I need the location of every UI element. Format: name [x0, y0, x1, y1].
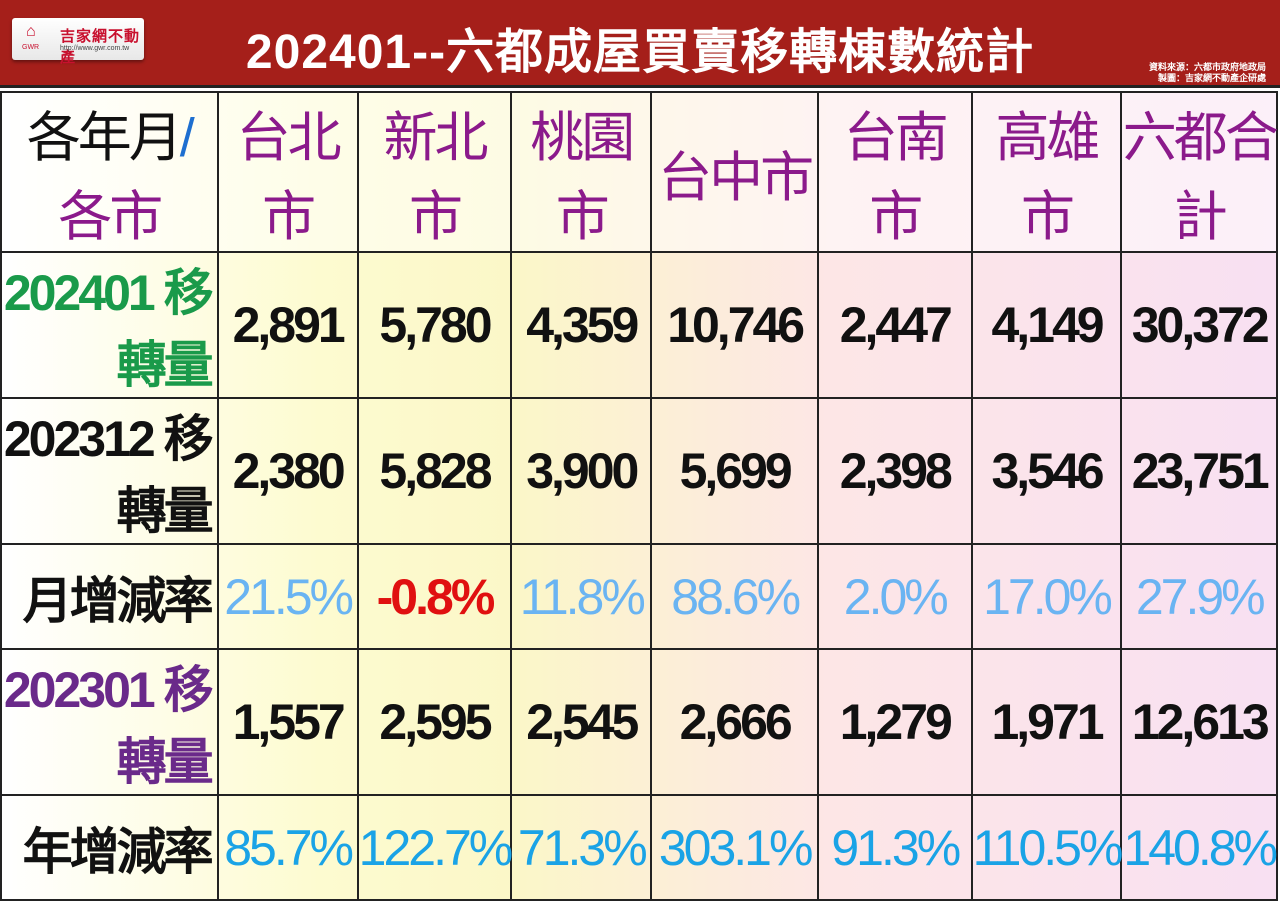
table-row: 年增減率 85.7% 122.7% 71.3% 303.1% 91.3% 110.5% 140…	[0, 794, 1278, 901]
table-row: 202312 移轉量 2,380 5,828 3,900 5,699 2,398 3,546…	[0, 397, 1278, 545]
table-cell: 2,666	[650, 648, 819, 796]
source-text: 資料來源：六都市政府地政局	[1148, 62, 1266, 72]
row-label: 年增減率	[0, 794, 219, 901]
logo-name: 吉家網不動產	[60, 28, 141, 66]
table-cell: 23,751	[1120, 397, 1278, 545]
table-cell: 140.8%	[1120, 794, 1278, 901]
made-by-text: 製圖：吉家網不動產企研處	[1157, 73, 1266, 83]
table-cell: 1,557	[216, 648, 359, 796]
table-cell: 5,780	[356, 251, 513, 399]
table-cell: -0.8%	[356, 543, 513, 650]
table-cell: 110.5%	[970, 794, 1123, 901]
table-cell: 71.3%	[510, 794, 653, 901]
table-cell: 2,380	[216, 397, 359, 545]
column-header: 高雄市	[970, 91, 1123, 253]
corner-right: 各市	[58, 187, 163, 247]
table-cell: 11.8%	[510, 543, 653, 650]
table-cell: 2,447	[816, 251, 973, 399]
table-cell: 303.1%	[650, 794, 819, 901]
corner-sep: /	[179, 108, 195, 168]
table-cell: 3,546	[970, 397, 1123, 545]
table-cell: 10,746	[650, 251, 819, 399]
table-cell: 4,359	[510, 251, 653, 399]
table-cell: 3,900	[510, 397, 653, 545]
column-header: 台中市	[650, 91, 819, 253]
table-cell: 21.5%	[216, 543, 359, 650]
page-title: 202401--六都成屋買賣移轉棟數統計	[245, 26, 1035, 79]
gwr-logo: ⌂ GWR 吉家網不動產 http://www.gwr.com.tw	[12, 18, 144, 66]
table-cell: 2.0%	[816, 543, 973, 650]
stats-table: 各年月/ 各市 台北市 新北市 桃園市 台中市 台南市 高雄市 六都合計 202401 移轉量…	[0, 91, 1279, 901]
source-note: 資料來源：六都市政府地政局 製圖：吉家網不動產企研處	[1149, 62, 1266, 84]
table-cell: 12,613	[1120, 648, 1278, 796]
row-label: 202401 移轉量	[0, 251, 219, 399]
table-cell: 88.6%	[650, 543, 819, 650]
corner-left: 各年月	[26, 108, 183, 168]
table-row: 202401 移轉量 2,891 5,780 4,359 10,746 2,447 4,14…	[0, 251, 1278, 399]
house-icon: ⌂	[26, 23, 36, 40]
logo-url: http://www.gwr.com.tw	[60, 45, 130, 52]
table-cell: 91.3%	[816, 794, 973, 901]
table-cell: 85.7%	[216, 794, 359, 901]
header-bar: ⌂ GWR 吉家網不動產 http://www.gwr.com.tw 20240…	[0, 0, 1280, 88]
row-label: 月增減率	[0, 543, 219, 650]
row-label: 202312 移轉量	[0, 397, 219, 545]
corner-cell: 各年月/ 各市	[0, 91, 219, 253]
column-header: 六都合計	[1120, 91, 1279, 253]
column-header: 桃園市	[510, 91, 653, 253]
table-cell: 2,545	[510, 648, 653, 796]
logo-mark: GWR	[22, 44, 40, 51]
column-header: 台南市	[816, 91, 973, 253]
column-header: 新北市	[356, 91, 513, 253]
table-cell: 4,149	[970, 251, 1123, 399]
column-header: 台北市	[216, 91, 359, 253]
table-cell: 2,891	[216, 251, 359, 399]
table-cell: 1,279	[816, 648, 973, 796]
table-cell: 17.0%	[970, 543, 1123, 650]
table-cell: 30,372	[1120, 251, 1278, 399]
table-cell: 5,699	[650, 397, 819, 545]
table-row: 月增減率 21.5% -0.8% 11.8% 88.6% 2.0% 17.0% 27.9%	[0, 543, 1278, 650]
table-cell: 27.9%	[1120, 543, 1278, 650]
table-cell: 2,398	[816, 397, 973, 545]
table-cell: 1,971	[970, 648, 1123, 796]
row-label: 202301 移轉量	[0, 648, 219, 796]
table-cell: 5,828	[356, 397, 513, 545]
table-header-row: 各年月/ 各市 台北市 新北市 桃園市 台中市 台南市 高雄市 六都合計	[0, 91, 1279, 253]
table-cell: 2,595	[356, 648, 513, 796]
table-cell: 122.7%	[356, 794, 513, 901]
table-row: 202301 移轉量 1,557 2,595 2,545 2,666 1,279 1,971…	[0, 648, 1278, 796]
